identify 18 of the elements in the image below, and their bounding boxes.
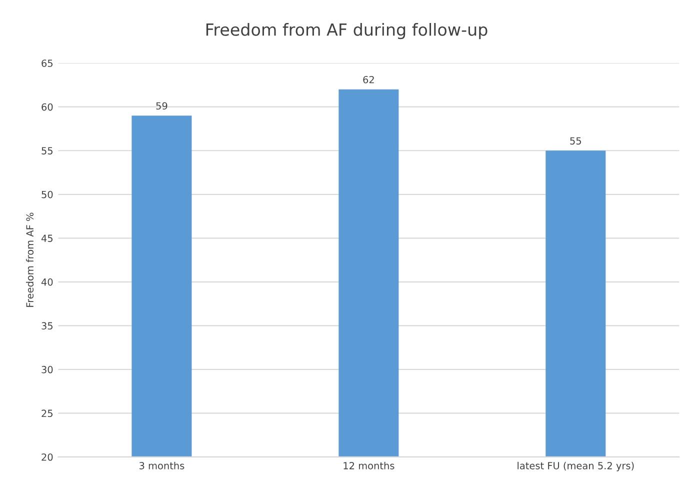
y-tick-label: 55 [42, 147, 52, 154]
data-label: 59 [156, 102, 168, 110]
data-label: 55 [570, 137, 581, 145]
y-tick-label: 25 [42, 410, 52, 418]
y-tick-label: 65 [42, 60, 52, 67]
y-tick-label: 60 [42, 103, 53, 111]
x-tick-label: latest FU (mean 5.2 yrs) [518, 462, 634, 472]
y-axis-title: Freedom from AF % [26, 212, 34, 307]
y-tick-label: 20 [42, 453, 53, 461]
y-tick-label: 40 [41, 278, 53, 286]
y-tick-label: 35 [42, 322, 52, 330]
y-tick-label: 45 [41, 234, 52, 242]
data-label: 62 [363, 76, 374, 84]
y-tick-label: 30 [42, 366, 53, 374]
chart-title: Freedom from AF during follow-up [206, 23, 488, 40]
y-tick-label: 50 [42, 190, 53, 198]
x-tick-label: 12 months [344, 462, 394, 470]
x-tick-label: 3 months [139, 462, 184, 470]
